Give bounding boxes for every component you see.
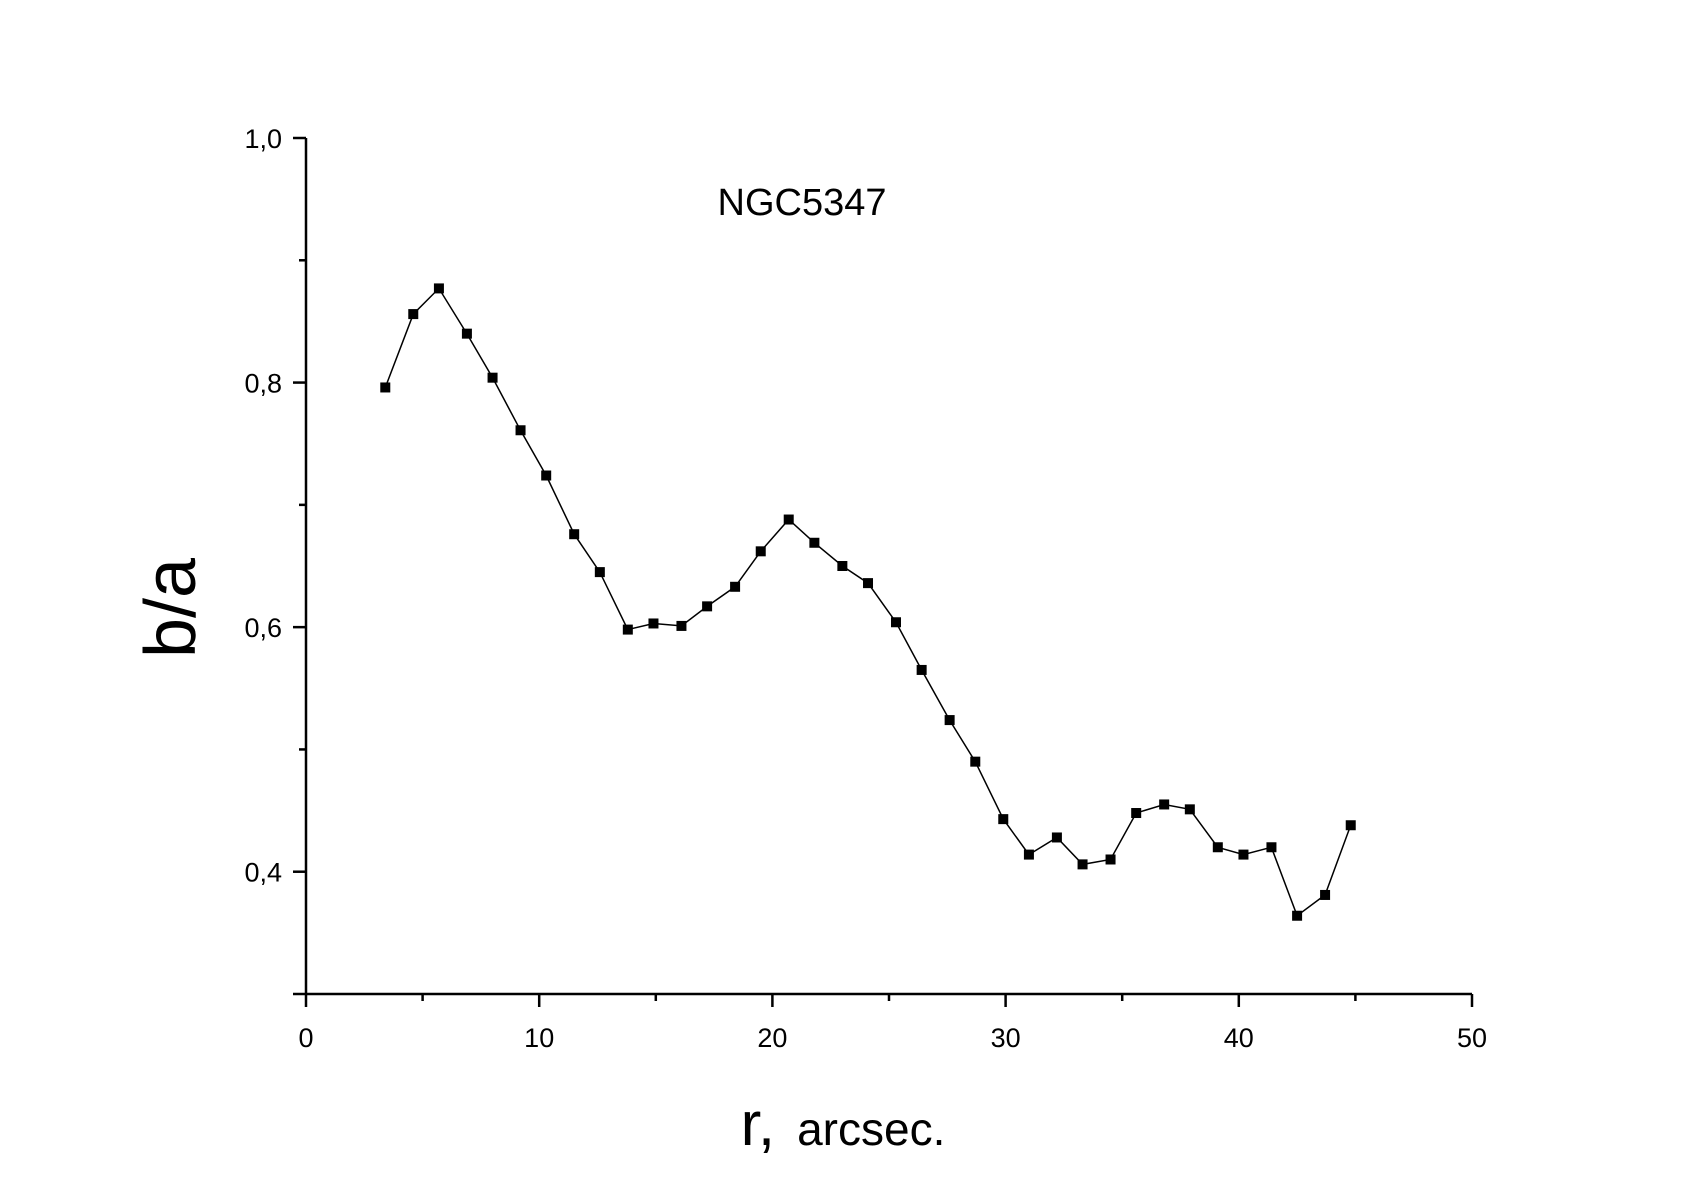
data-point-marker (594, 567, 605, 578)
chart-title: NGC5347 (718, 182, 887, 224)
data-point-marker (730, 581, 741, 592)
y-tick-label: 0,4 (244, 858, 282, 888)
data-point-marker (1266, 842, 1277, 853)
x-tick-label: 10 (524, 1023, 554, 1053)
data-point-marker (648, 618, 659, 629)
data-point-marker (380, 382, 391, 393)
x-axis-label-variable: r, (741, 1090, 775, 1159)
data-point-marker (970, 756, 981, 767)
data-point-marker (408, 309, 419, 320)
data-point-marker (1292, 910, 1303, 921)
y-tick-label: 0,8 (244, 369, 282, 399)
data-point-marker (541, 470, 552, 481)
data-point-marker (998, 814, 1009, 825)
data-point-marker (1184, 804, 1195, 815)
data-point-marker (622, 624, 633, 635)
data-point-marker (461, 328, 472, 339)
data-point-marker (569, 529, 580, 540)
data-point-marker (863, 578, 874, 589)
data-point-marker (944, 715, 955, 726)
data-point-marker (916, 664, 927, 675)
data-point-marker (890, 617, 901, 628)
x-tick-label: 50 (1457, 1023, 1487, 1053)
data-point-marker (837, 561, 848, 571)
y-tick-label: 0,6 (244, 613, 282, 643)
data-point-marker (1051, 832, 1062, 843)
data-point-marker (1023, 849, 1034, 860)
data-point-marker (676, 620, 687, 631)
x-tick-label: 20 (757, 1023, 787, 1053)
x-tick-label: 30 (991, 1023, 1021, 1053)
data-point-marker (1212, 842, 1223, 853)
data-point-marker (1238, 849, 1249, 860)
data-point-marker (1320, 889, 1331, 900)
data-point-marker (1105, 854, 1116, 865)
data-point-marker (515, 425, 526, 436)
data-point-marker (1077, 859, 1088, 870)
data-point-marker (1345, 820, 1356, 831)
data-point-marker (702, 601, 713, 612)
data-point-marker (783, 514, 794, 525)
axes: 0 10 20 30 40 50 0,4 0,6 0,8 1,0 (244, 124, 1487, 1053)
data-point-marker (1131, 808, 1142, 819)
x-axis-label: r, arcsec. (741, 1090, 946, 1159)
x-tick-label: 40 (1224, 1023, 1254, 1053)
data-point-marker (809, 537, 820, 548)
data-point-marker (755, 546, 766, 557)
x-axis-label-unit: arcsec. (797, 1103, 945, 1155)
data-series (380, 283, 1356, 921)
x-tick-label: 0 (298, 1023, 313, 1053)
y-axis-label: b/a (131, 557, 211, 658)
data-point-marker (433, 283, 444, 294)
data-point-marker (1159, 799, 1170, 810)
y-tick-label: 1,0 (244, 124, 282, 154)
data-point-marker (487, 372, 498, 383)
